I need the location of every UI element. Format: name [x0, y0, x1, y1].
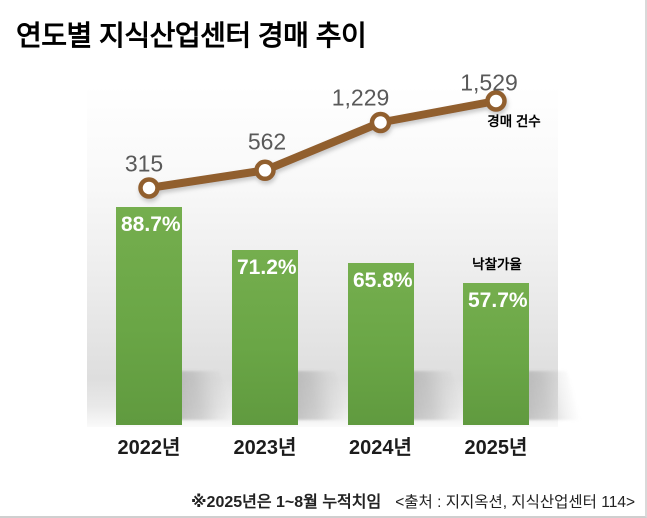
line-value-label: 315 — [124, 150, 164, 177]
footnote-source: <출처 : 지지옥션, 지식산업센터 114> — [395, 494, 635, 511]
bar — [116, 207, 182, 425]
line-value-label: 1,229 — [331, 84, 390, 110]
bar-value-label: 71.2% — [237, 256, 297, 279]
line-value-label: 1,529 — [460, 69, 518, 96]
year-label: 2023년 — [233, 437, 297, 459]
footnote-note: ※2025년은 1~8월 누적치임 — [190, 494, 382, 511]
year-label: 2025년 — [464, 437, 528, 459]
year-label: 2024년 — [349, 437, 412, 459]
bar-value-label: 88.7% — [121, 213, 181, 236]
line-point — [485, 90, 507, 112]
bar — [232, 250, 298, 425]
line-point — [254, 159, 276, 182]
bar — [348, 263, 414, 425]
series-label-auction-count: 경매 건수 — [487, 114, 541, 129]
year-label: 2022년 — [117, 437, 181, 459]
line-point — [369, 111, 392, 134]
bar — [463, 283, 529, 425]
bar-value-label: 65.8% — [353, 269, 413, 292]
line-point — [138, 177, 160, 199]
footnote: ※2025년은 1~8월 누적치임 <출처 : 지지옥션, 지식산업센터 114… — [191, 488, 635, 512]
line-value-label: 562 — [247, 128, 287, 155]
chart-title: 연도별 지식산업센터 경매 추이 — [16, 20, 367, 51]
trend-line — [145, 97, 500, 192]
bar-value-label: 57.7% — [468, 289, 528, 312]
series-label-bid-rate: 낙찰가율 — [472, 257, 522, 272]
